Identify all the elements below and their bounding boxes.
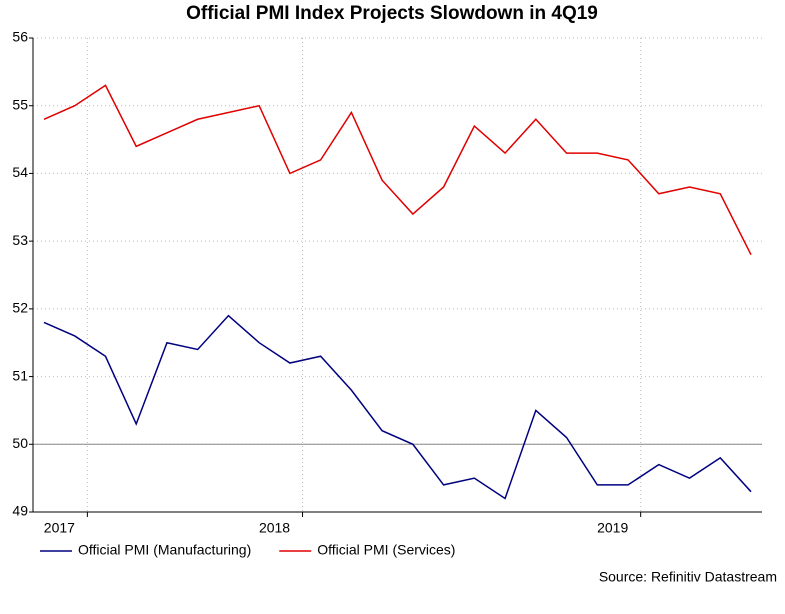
- y-tick-label: 49: [12, 503, 28, 519]
- y-tick-label: 53: [12, 232, 28, 248]
- y-tick-label: 52: [12, 300, 28, 316]
- x-tick-label: 2018: [259, 520, 290, 536]
- series-line: [43, 314, 752, 500]
- y-tick-label: 56: [12, 29, 28, 45]
- legend-label: Official PMI (Services): [317, 542, 455, 558]
- x-tick-label: 2017: [44, 520, 75, 536]
- y-tick-label: 55: [12, 96, 28, 112]
- y-tick-label: 51: [12, 367, 28, 383]
- legend-label: Official PMI (Manufacturing): [78, 542, 251, 558]
- x-tick-label: 2019: [597, 520, 628, 536]
- y-tick-label: 50: [12, 435, 28, 451]
- source-note: Source: Refinitiv Datastream: [599, 569, 777, 585]
- chart-title: Official PMI Index Projects Slowdown in …: [186, 3, 598, 24]
- y-tick-label: 54: [12, 164, 28, 180]
- series-line: [43, 84, 752, 256]
